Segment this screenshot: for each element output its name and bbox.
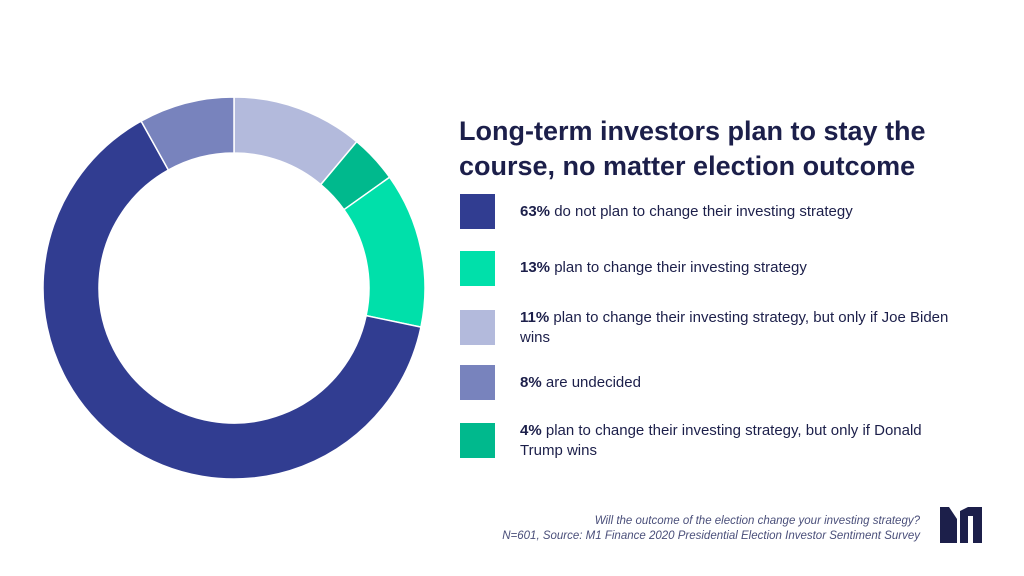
donut-slice-8 bbox=[140, 96, 235, 172]
legend-text: 13% plan to change their investing strat… bbox=[520, 258, 960, 278]
legend-label: are undecided bbox=[545, 374, 641, 391]
legend-text: 11% plan to change their investing strat… bbox=[520, 308, 960, 348]
survey-question: Will the outcome of the election change … bbox=[594, 515, 920, 527]
legend-percent: 11% bbox=[520, 309, 550, 326]
legend-label: plan to change their investing strategy,… bbox=[520, 422, 922, 459]
chart-title: Long-term investors plan to stay the cou… bbox=[459, 116, 926, 181]
legend-swatch bbox=[460, 194, 495, 229]
legend-text: 4% plan to change their investing strate… bbox=[520, 421, 960, 461]
legend-swatch bbox=[460, 423, 495, 458]
donut-chart bbox=[42, 96, 426, 480]
legend-swatch bbox=[460, 251, 495, 286]
legend-percent: 13% bbox=[520, 259, 551, 276]
legend-item-11: 11% plan to change their investing strat… bbox=[460, 308, 980, 348]
legend-text: 8% are undecided bbox=[520, 373, 960, 393]
survey-source: N=601, Source: M1 Finance 2020 President… bbox=[502, 530, 920, 542]
legend-percent: 4% bbox=[520, 422, 542, 439]
legend-item-4: 4% plan to change their investing strate… bbox=[460, 421, 980, 461]
legend-label: plan to change their investing strategy,… bbox=[520, 309, 949, 346]
m1-logo-shape bbox=[940, 507, 982, 543]
m1-logo-icon bbox=[940, 507, 982, 543]
legend-label: do not plan to change their investing st… bbox=[554, 203, 853, 220]
legend-percent: 8% bbox=[520, 374, 542, 391]
legend-swatch bbox=[460, 365, 495, 400]
legend-text: 63% do not plan to change their investin… bbox=[520, 202, 960, 222]
legend-item-13: 13% plan to change their investing strat… bbox=[460, 251, 980, 287]
donut-slice-63 bbox=[42, 120, 422, 480]
legend-label: plan to change their investing strategy bbox=[554, 259, 807, 276]
legend-swatch bbox=[460, 310, 495, 345]
legend-percent: 63% bbox=[520, 203, 551, 220]
legend-item-8: 8% are undecided bbox=[460, 365, 980, 401]
source-note: Will the outcome of the election change … bbox=[502, 514, 920, 544]
legend-item-63: 63% do not plan to change their investin… bbox=[460, 194, 980, 230]
